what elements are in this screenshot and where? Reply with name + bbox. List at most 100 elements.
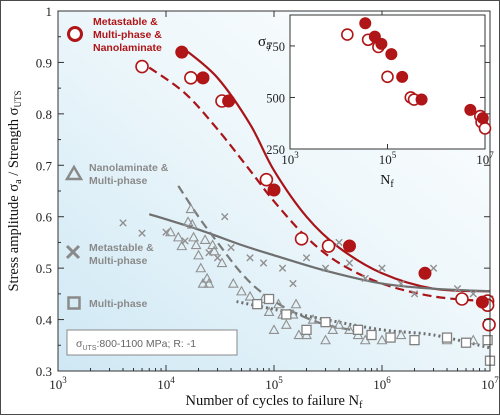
x-tick-label: 103 — [49, 375, 67, 392]
x-axis-label: Number of cycles to failure Nf — [186, 393, 364, 411]
x-point-11 — [289, 279, 297, 288]
inset-y-tick-label: 250 — [266, 143, 285, 157]
y-tick-label: 0.4 — [36, 313, 53, 328]
legend-triangle-icon — [64, 164, 84, 181]
y-tick-label: 0.6 — [36, 210, 53, 225]
triangle-open-point-39 — [395, 329, 407, 340]
legend-entry-square: Multi-phase — [67, 296, 147, 310]
inset-circle-open-point-3 — [381, 70, 394, 84]
triangle-open-point-38 — [376, 334, 388, 345]
inset-circle-filled-point-7 — [476, 112, 489, 125]
x-point-0 — [119, 219, 127, 227]
x-point-9 — [259, 259, 268, 267]
x-point-20 — [429, 264, 438, 272]
legend-label: Nanolaminate & Multi-phase — [89, 162, 169, 187]
triangle-open-point-11 — [199, 234, 211, 245]
y-axis-label: Stress amplitude σa / Strength σUTS — [6, 90, 24, 291]
triangle-open-point-6 — [188, 231, 200, 242]
annotation-box — [66, 329, 238, 356]
triangle-open-point-4 — [185, 203, 197, 214]
triangle-open-point-35 — [344, 324, 355, 335]
legend-label: Metastable & Multi-phase & Nanolaminate — [93, 16, 162, 54]
circle-open-point-6 — [455, 292, 469, 306]
x-point-12 — [302, 254, 311, 262]
circle-filled-point-0 — [175, 45, 189, 59]
triangle-open-point-0 — [165, 226, 176, 237]
circle-filled-point-4 — [342, 239, 356, 253]
legend-entry-circle: Metastable & Multi-phase & Nanolaminate — [67, 16, 162, 54]
inset-x-tick-label: 103 — [281, 150, 299, 167]
y-tick-label: 0.8 — [36, 107, 52, 122]
annotation-text: σUTS:800-1100 MPa; R: -1 — [76, 338, 196, 352]
y-tick-label: 0.3 — [36, 364, 52, 379]
inset-circle-filled-point-6 — [464, 103, 477, 116]
y-tick-label: 0.7 — [36, 158, 53, 173]
legend: Metastable & Multi-phase & Nanolaminate Nan… — [64, 16, 238, 356]
square-open-point-6 — [366, 329, 377, 341]
circle-open-point-3 — [259, 172, 274, 187]
square-open-point-5 — [352, 324, 364, 336]
data-points — [119, 45, 496, 366]
x-point-19 — [410, 290, 419, 298]
circle-open-point-0 — [135, 59, 149, 74]
inset-circle-filled-point-4 — [396, 70, 409, 83]
inset-circle-filled-point-0 — [359, 17, 372, 30]
x-point-6 — [221, 213, 229, 221]
triangle-open-point-23 — [268, 324, 280, 335]
circle-filled-point-1 — [196, 71, 210, 85]
x-tick-label: 105 — [265, 375, 283, 392]
triangle-open-point-13 — [203, 277, 215, 288]
legend-entry-triangle: Nanolaminate & Multi-phase — [64, 162, 169, 187]
fit-red-solid — [184, 48, 491, 293]
inset-chart: 250 500 750 103 105 107 σa Nf — [258, 14, 494, 190]
square-open-point-7 — [385, 332, 396, 343]
y-tick-label: 0.5 — [36, 261, 52, 276]
inset-circle-filled-point-2 — [375, 37, 388, 50]
triangle-open-point-14 — [207, 239, 219, 250]
triangle-open-point-32 — [320, 334, 331, 345]
inset-y-tick-label: 500 — [266, 91, 285, 105]
triangle-open-point-26 — [280, 319, 292, 329]
inset-circle-filled-point-5 — [415, 93, 428, 106]
triangle-open-point-5 — [186, 218, 198, 229]
triangle-open-point-16 — [216, 257, 228, 268]
triangle-open-point-28 — [290, 298, 302, 309]
triangle-open-point-1 — [172, 231, 184, 242]
x-point-21 — [453, 285, 462, 293]
x-point-16 — [361, 274, 369, 283]
triangle-open-point-7 — [190, 239, 202, 250]
triangle-open-point-31 — [307, 313, 319, 324]
legend-label: Multi-phase — [89, 298, 147, 310]
x-point-13 — [321, 264, 330, 272]
inset-circle-open-point-0 — [341, 28, 354, 41]
legend-circle-icon — [67, 26, 83, 42]
triangle-open-point-34 — [333, 319, 345, 329]
x-point-2 — [162, 228, 170, 236]
circle-filled-point-3 — [267, 183, 281, 197]
x-point-8 — [246, 254, 254, 262]
circle-open-point-4 — [294, 232, 309, 246]
circle-filled-point-6 — [475, 295, 489, 309]
legend-x-icon — [65, 244, 81, 260]
triangle-open-point-9 — [195, 262, 207, 273]
square-open-point-3 — [301, 324, 312, 336]
inset-circle-filled-point-3 — [385, 48, 398, 61]
triangle-open-point-18 — [236, 285, 247, 296]
x-point-4 — [205, 249, 213, 257]
x-point-22 — [469, 290, 477, 298]
x-point-15 — [345, 259, 354, 267]
square-open-point-8 — [409, 334, 420, 346]
x-point-10 — [278, 264, 287, 272]
triangle-open-point-10 — [197, 277, 209, 288]
inset-y-tick-label: 750 — [266, 40, 285, 54]
triangle-open-point-22 — [263, 306, 275, 317]
circle-open-point-9 — [482, 317, 496, 332]
x-point-7 — [227, 243, 235, 252]
fit-gray-solid — [148, 213, 491, 293]
circle-open-point-5 — [321, 239, 336, 253]
x-point-3 — [181, 237, 189, 245]
x-point-17 — [378, 264, 386, 272]
square-open-point-4 — [320, 316, 331, 328]
legend-label: Metastable & Multi-phase — [89, 242, 154, 267]
